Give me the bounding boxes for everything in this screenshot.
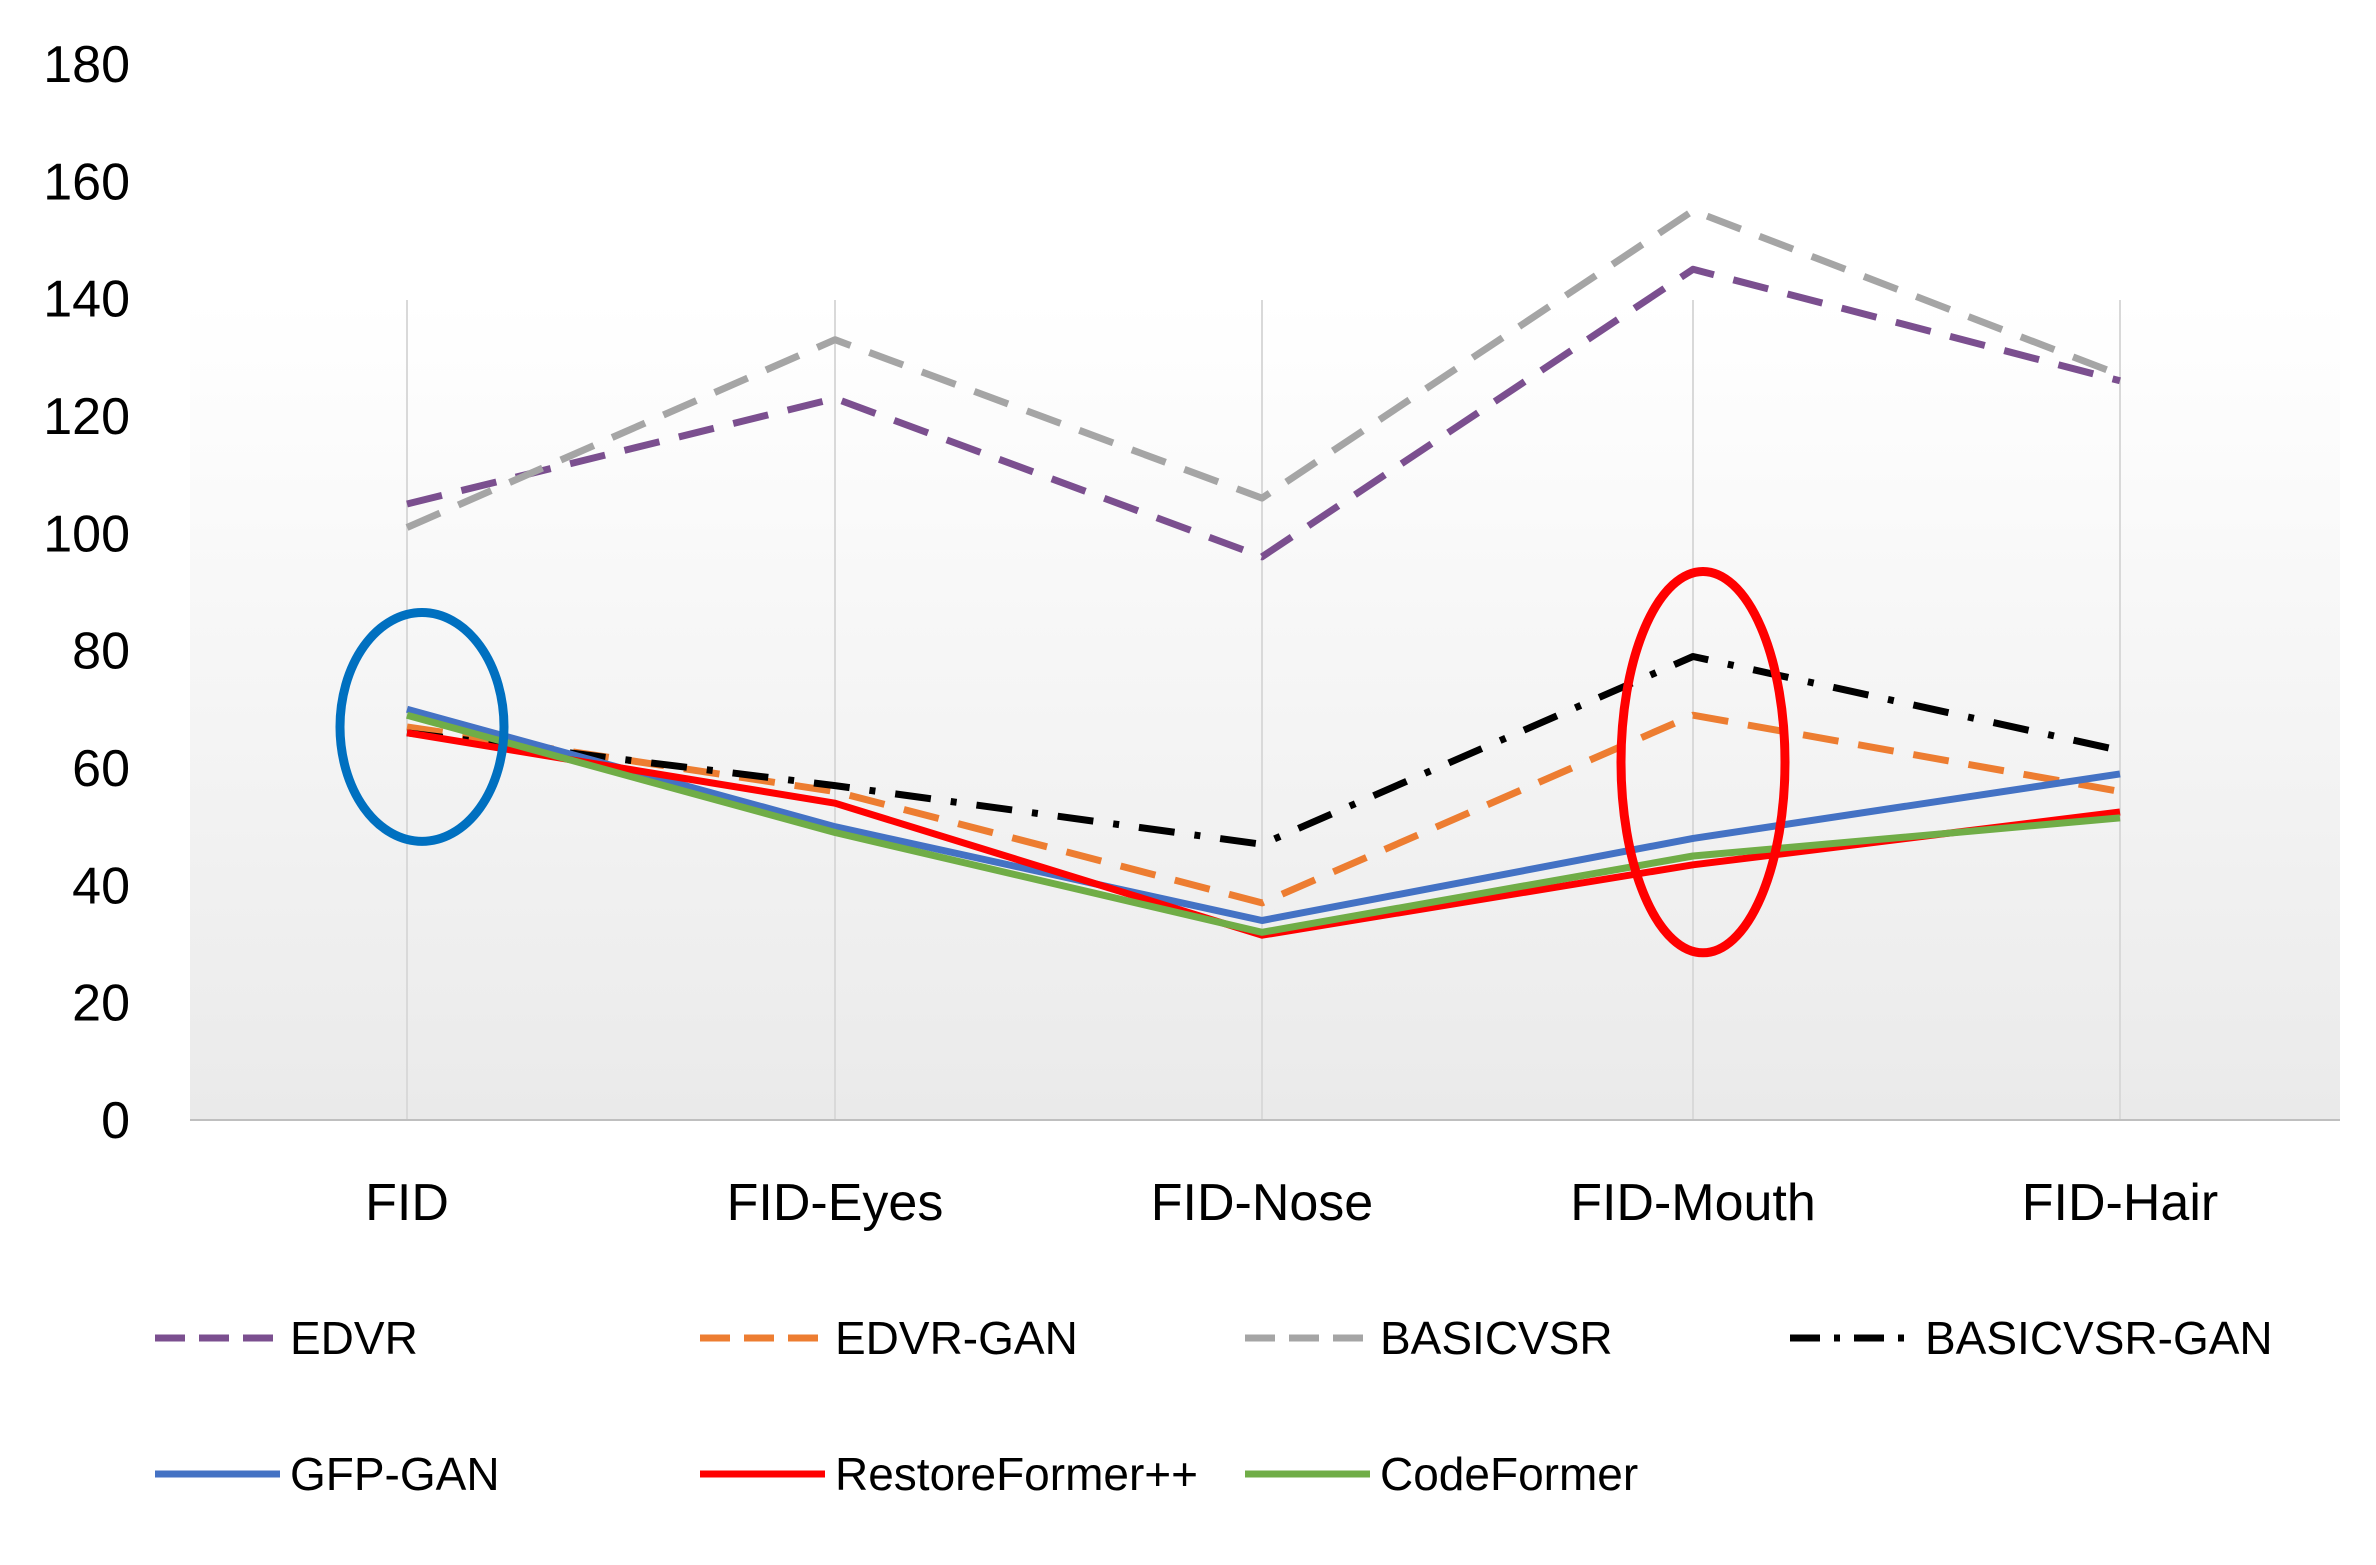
y-tick-80: 80 — [72, 623, 130, 681]
y-tick-40: 40 — [72, 857, 130, 915]
vertical-gridlines — [406, 300, 2121, 1120]
y-tick-20: 20 — [72, 975, 130, 1033]
x-tick-fid-hair: FID-Hair — [2022, 1174, 2218, 1232]
legend-label-basicvsr-gan: BASICVSR-GAN — [1925, 1312, 2273, 1364]
legend: EDVR EDVR-GAN BASICVSR BASICVSR-GAN GFP-GAN R… — [155, 1312, 2273, 1500]
legend-label-basicvsr: BASICVSR — [1380, 1312, 1613, 1364]
x-tick-fid-eyes: FID-Eyes — [727, 1174, 944, 1232]
legend-label-gfp-gan: GFP-GAN — [290, 1448, 500, 1500]
series-lines — [405, 207, 2122, 939]
annotation-ellipses — [335, 566, 1790, 958]
y-tick-180: 180 — [43, 36, 130, 94]
series-line-basicvsr — [405, 207, 2122, 531]
legend-label-edvr: EDVR — [290, 1312, 418, 1364]
x-tick-fid-mouth: FID-Mouth — [1570, 1174, 1816, 1232]
x-tick-fid-nose: FID-Nose — [1151, 1174, 1373, 1232]
x-tick-fid: FID — [365, 1174, 449, 1232]
series-line-edvr — [406, 265, 2121, 561]
legend-label-codeformer: CodeFormer — [1380, 1448, 1638, 1500]
y-axis-tick-labels: 0 20 40 60 80 100 120 140 160 180 — [43, 36, 130, 1150]
series-line-basicvsr-gan — [406, 653, 2121, 848]
plot-background — [190, 300, 2340, 1120]
series-line-edvr-gan — [406, 711, 2121, 907]
series-line-gfp-gan — [406, 705, 2121, 924]
y-tick-120: 120 — [43, 388, 130, 446]
y-tick-160: 160 — [43, 153, 130, 211]
legend-label-edvr-gan: EDVR-GAN — [835, 1312, 1078, 1364]
annotation-ellipse-fid — [335, 608, 509, 846]
annotation-ellipse-fid-mouth — [1616, 566, 1790, 958]
series-line-codeformer — [406, 711, 2121, 936]
y-tick-0: 0 — [101, 1092, 130, 1150]
x-axis-tick-labels: FID FID-Eyes FID-Nose FID-Mouth FID-Hair — [365, 1174, 2218, 1232]
y-tick-60: 60 — [72, 740, 130, 798]
legend-label-restoreformer: RestoreFormer++ — [835, 1448, 1198, 1500]
y-tick-100: 100 — [43, 505, 130, 563]
y-tick-140: 140 — [43, 271, 130, 329]
